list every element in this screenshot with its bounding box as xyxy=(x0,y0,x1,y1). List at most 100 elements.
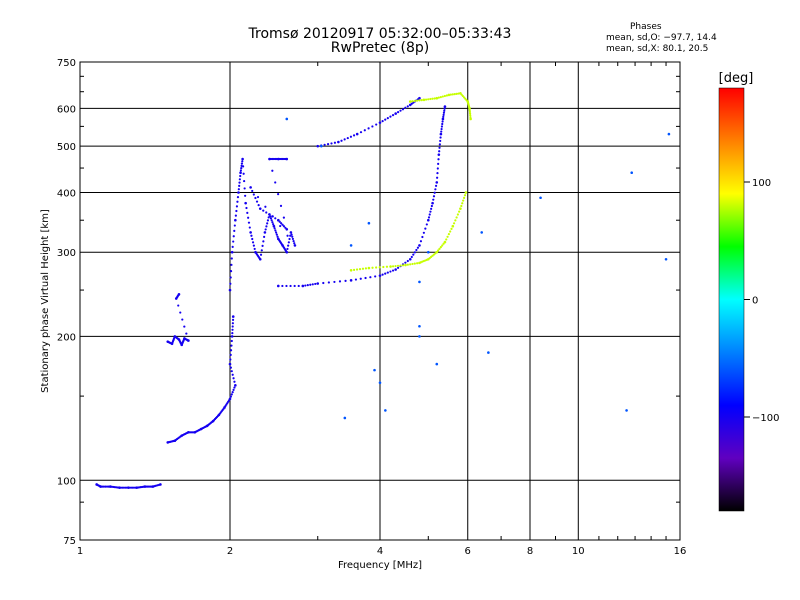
data-point xyxy=(442,115,445,119)
data-point xyxy=(244,194,247,197)
grid-lines xyxy=(80,62,680,540)
data-point xyxy=(314,282,317,286)
data-point xyxy=(276,218,280,222)
y-tick-label: 500 xyxy=(57,142,76,153)
data-point xyxy=(274,217,277,220)
data-point xyxy=(359,131,363,134)
data-point xyxy=(427,216,431,219)
y-tick-label: 75 xyxy=(63,536,76,547)
data-point xyxy=(430,207,433,210)
data-point xyxy=(367,127,370,130)
data-point xyxy=(452,222,456,225)
data-point xyxy=(441,122,444,126)
data-point xyxy=(290,233,293,236)
x-tick-label: 10 xyxy=(572,546,585,557)
data-point xyxy=(316,144,320,148)
data-point xyxy=(437,158,440,161)
data-point xyxy=(469,114,472,117)
data-point xyxy=(447,93,451,97)
data-point xyxy=(386,271,389,274)
data-point xyxy=(243,187,246,190)
data-point xyxy=(286,234,289,237)
data-point xyxy=(375,266,378,269)
data-point xyxy=(228,362,232,366)
data-point xyxy=(239,169,243,172)
data-point xyxy=(272,224,276,228)
data-point xyxy=(352,134,356,137)
data-point xyxy=(292,239,295,243)
data-point xyxy=(232,235,235,238)
data-point xyxy=(418,99,421,102)
data-point xyxy=(406,105,409,108)
data-point xyxy=(344,279,347,282)
data-point xyxy=(396,111,400,114)
data-point xyxy=(461,202,464,205)
data-point xyxy=(282,216,285,219)
data-point xyxy=(266,222,269,225)
data-point xyxy=(439,246,442,249)
data-point xyxy=(349,279,353,282)
data-point xyxy=(421,235,424,239)
data-point xyxy=(258,207,262,210)
data-point xyxy=(177,304,180,307)
data-point xyxy=(287,241,290,244)
data-point xyxy=(291,235,294,238)
data-point xyxy=(230,250,234,254)
data-point xyxy=(436,176,439,179)
data-point xyxy=(236,200,239,203)
data-point xyxy=(359,277,362,280)
data-point xyxy=(337,140,340,144)
data-point xyxy=(333,141,337,144)
data-point xyxy=(279,224,282,228)
data-point xyxy=(263,231,267,234)
data-point xyxy=(289,284,292,288)
y-tick-label: 400 xyxy=(57,188,76,199)
chart-subtitle: RwPretec (8p) xyxy=(330,40,430,56)
data-point xyxy=(239,174,242,178)
data-point xyxy=(396,264,400,267)
data-point xyxy=(275,231,278,234)
data-points xyxy=(95,92,671,489)
data-point xyxy=(253,247,256,251)
data-point xyxy=(230,344,233,347)
data-point xyxy=(378,121,382,124)
data-point xyxy=(349,268,353,272)
data-point xyxy=(406,263,409,266)
data-point xyxy=(664,257,668,261)
data-point xyxy=(440,127,443,131)
data-point xyxy=(229,349,233,352)
data-point xyxy=(413,251,416,254)
data-point xyxy=(381,120,384,123)
data-point xyxy=(233,380,236,383)
data-point xyxy=(450,227,453,230)
data-point xyxy=(371,125,374,128)
data-point xyxy=(445,94,448,97)
data-point xyxy=(415,99,419,102)
data-point xyxy=(230,339,233,343)
data-point xyxy=(231,245,234,248)
data-point xyxy=(230,370,233,373)
data-point xyxy=(264,205,267,208)
y-axis-label: Stationary phase Virtual Height [km] xyxy=(40,209,51,393)
data-point xyxy=(251,241,255,244)
data-point xyxy=(338,280,342,283)
data-point xyxy=(243,179,246,183)
data-point xyxy=(435,362,439,366)
data-point xyxy=(228,397,232,401)
data-point xyxy=(240,162,244,165)
data-point xyxy=(455,216,458,219)
data-point xyxy=(363,129,366,132)
data-point xyxy=(229,270,233,273)
phases-o-stats: mean, sd,O: −97.7, 14.4 xyxy=(606,33,717,43)
data-point xyxy=(378,274,382,277)
data-point xyxy=(442,111,446,114)
data-point xyxy=(247,221,251,224)
data-point xyxy=(248,226,251,229)
data-point xyxy=(480,231,484,234)
data-point xyxy=(256,195,260,199)
data-point xyxy=(420,99,423,102)
data-point xyxy=(439,139,442,143)
data-point xyxy=(434,188,437,191)
data-point xyxy=(464,191,468,194)
data-point xyxy=(281,223,284,226)
